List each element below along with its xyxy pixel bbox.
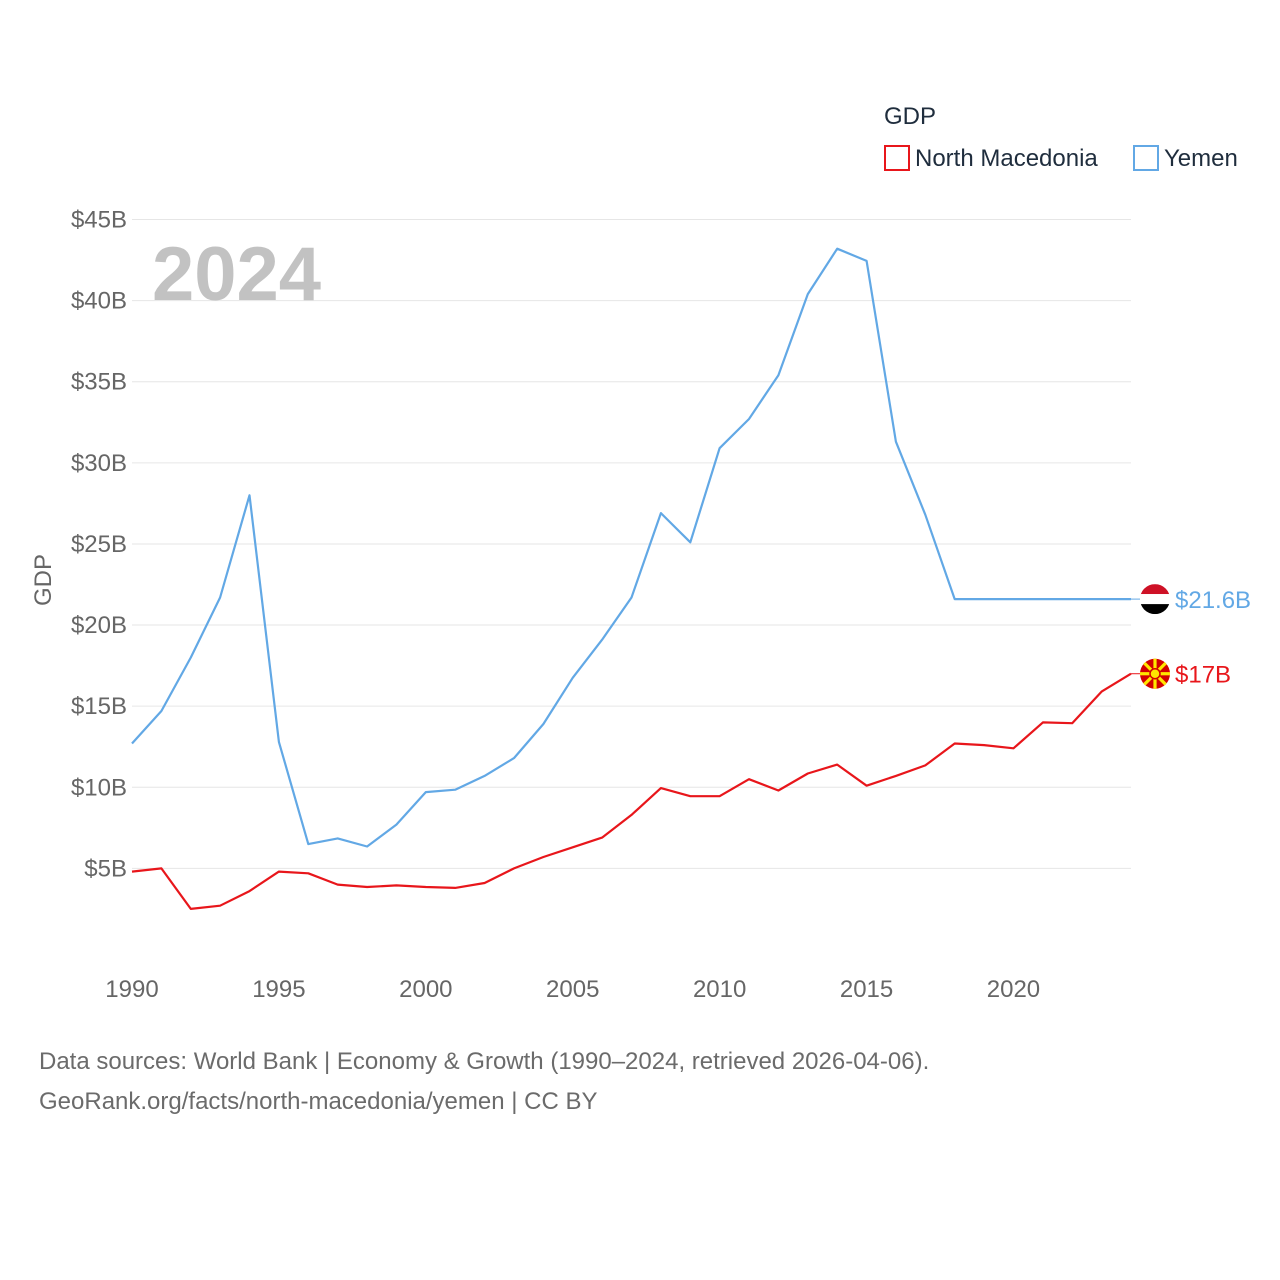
legend: GDP North Macedonia Yemen (884, 103, 1238, 172)
year-watermark: 2024 (152, 232, 321, 317)
yemen-flag-icon (1140, 584, 1170, 615)
legend-swatch-north-macedonia (884, 145, 910, 171)
y-tick-label: $20B (71, 612, 127, 639)
gridlines (132, 219, 1131, 869)
x-tick-label: 1995 (252, 976, 305, 1003)
y-tick-label: $15B (71, 693, 127, 720)
series-line-yemen (131, 247, 1131, 848)
legend-label-yemen: Yemen (1164, 145, 1238, 172)
x-tick-label: 1990 (105, 976, 158, 1003)
series-end-labels: $17B $21.6B (1131, 584, 1251, 689)
series-lines (131, 247, 1132, 911)
x-tick-label: 2005 (546, 976, 599, 1003)
y-tick-label: $10B (71, 774, 127, 801)
end-marker-north-macedonia: $17B (1131, 658, 1231, 689)
y-tick-label: $25B (71, 531, 127, 558)
x-tick-label: 2010 (693, 976, 746, 1003)
y-tick-label: $45B (71, 207, 127, 234)
y-tick-label: $30B (71, 450, 127, 477)
y-axis-label: GDP (30, 554, 57, 606)
legend-title: GDP (884, 103, 936, 130)
series-line-north-macedonia (131, 672, 1132, 911)
x-axis-ticks: 1990 1995 2000 2005 2010 2015 2020 (105, 976, 1040, 1003)
x-tick-label: 2020 (987, 976, 1040, 1003)
y-tick-label: $40B (71, 288, 127, 315)
legend-item-north-macedonia[interactable]: North Macedonia (884, 145, 1098, 172)
legend-swatch-yemen (1133, 145, 1159, 171)
y-tick-label: $35B (71, 369, 127, 396)
data-source-note: Data sources: World Bank | Economy & Gro… (39, 1042, 1239, 1122)
y-axis-ticks: $5B $10B $15B $20B $25B $30B $35B $40B $45B (71, 207, 127, 883)
x-tick-label: 2015 (840, 976, 893, 1003)
end-value-label-yemen: $21.6B (1175, 587, 1251, 614)
end-marker-yemen: $21.6B (1131, 584, 1251, 615)
end-value-label-north-macedonia: $17B (1175, 662, 1231, 689)
source-line-2: GeoRank.org/facts/north-macedonia/yemen … (39, 1088, 598, 1115)
y-tick-label: $5B (84, 855, 127, 882)
legend-label-north-macedonia: North Macedonia (915, 145, 1098, 172)
legend-item-yemen[interactable]: Yemen (1133, 145, 1238, 172)
source-line-1: Data sources: World Bank | Economy & Gro… (39, 1048, 930, 1075)
north-macedonia-flag-icon (1140, 658, 1170, 689)
x-tick-label: 2000 (399, 976, 452, 1003)
